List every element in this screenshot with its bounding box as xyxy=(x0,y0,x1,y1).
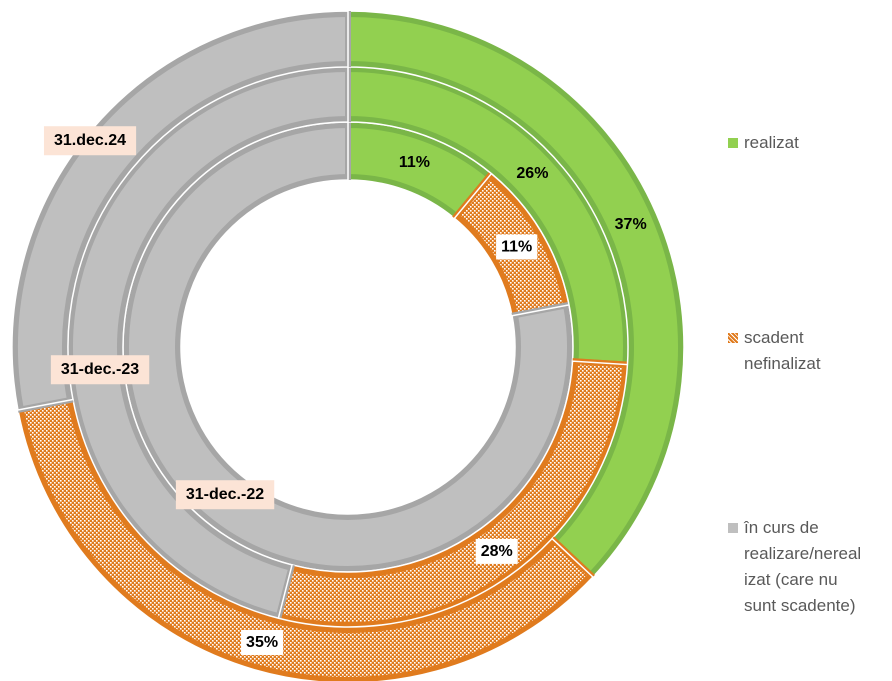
legend-swatch xyxy=(728,333,738,343)
value-label-box xyxy=(241,629,284,656)
ring-label: 31-dec.-23 xyxy=(61,361,139,378)
value-label: 11% xyxy=(399,154,430,171)
value-label: 26% xyxy=(516,165,548,182)
value-label-box xyxy=(496,234,538,260)
value-label: 35% xyxy=(246,634,278,651)
segment-gap xyxy=(11,10,349,411)
legend-swatch xyxy=(728,523,738,533)
value-label-box xyxy=(475,538,518,564)
legend-swatch xyxy=(728,138,738,148)
segment-gap xyxy=(347,10,685,579)
legend-label: scadent nefinalizat xyxy=(744,328,821,373)
legend-item: scadent nefinalizat xyxy=(728,325,888,377)
legend-item: în curs de realizare/nerealizat (care nu… xyxy=(728,515,888,619)
value-label: 28% xyxy=(481,543,513,560)
legend-label: realizat xyxy=(744,133,799,152)
ring-label-box xyxy=(175,480,275,510)
ring-label: 31-dec.-22 xyxy=(186,486,264,503)
ring-label-box xyxy=(43,126,137,156)
value-label: 37% xyxy=(615,216,647,233)
donut-segment xyxy=(67,65,351,620)
donut-segment xyxy=(123,121,573,572)
ring-label: 31.dec.24 xyxy=(54,132,126,149)
legend-item: realizat xyxy=(728,130,888,156)
ring-label-box xyxy=(50,355,150,385)
value-label: 11% xyxy=(501,238,532,255)
legend-label: în curs de realizare/nerealizat (care nu… xyxy=(744,518,862,615)
